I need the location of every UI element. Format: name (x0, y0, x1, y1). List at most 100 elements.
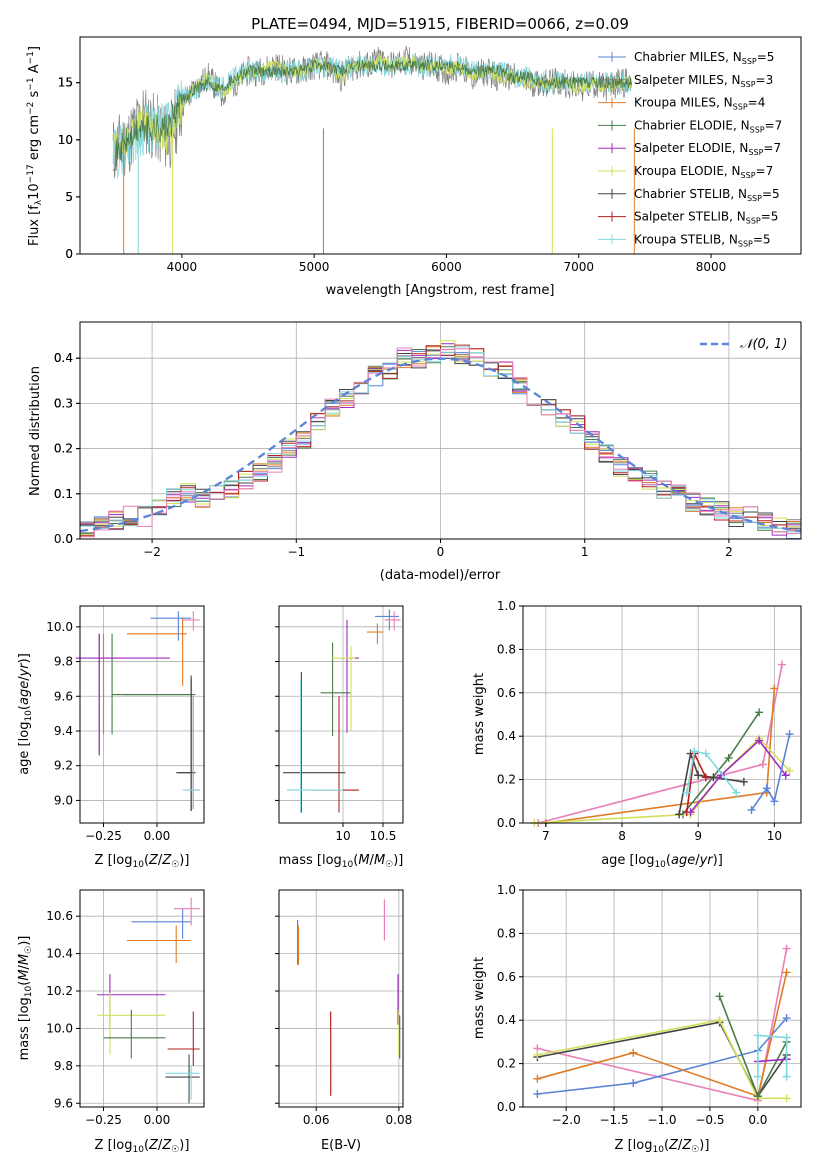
weight-z-lines (533, 944, 791, 1105)
x-tick-label: 8 (618, 829, 626, 843)
age-vs-metallicity-panel: −0.25 0.00 9.0 9.2 9.4 9.6 9.8 10.0 Z [log10(Z/… (17, 605, 205, 870)
mass-ebv-grid (279, 890, 403, 1107)
legend-label: Salpeter ELODIE, NSSP=7 (634, 141, 781, 157)
weight-marker-2-2 (755, 708, 764, 717)
y-tick-label: 10.4 (46, 947, 73, 961)
y-tick-label: 1.0 (497, 599, 516, 613)
legend-label-tail: =7 (765, 118, 783, 132)
legend-label-text: Salpeter MILES, N (634, 73, 741, 87)
y-tick-label: 5 (65, 190, 73, 204)
y-tick-label: 0.6 (497, 970, 516, 984)
legend-label-sub: SSP (750, 125, 765, 134)
weight-vs-age-panel: 7 8 9 10 0.0 0.2 0.4 0.6 0.8 1.0 age [log10(age/y… (472, 599, 802, 870)
y-tick-label: 5 (65, 190, 73, 204)
spectrum-line-1 (112, 53, 633, 179)
histogram-y-label: Normed distribution (28, 366, 43, 496)
y-tick-label: 0.0 (54, 532, 73, 546)
legend-label: Chabrier STELIB, NSSP=5 (634, 187, 780, 203)
legend-label: Salpeter MILES, NSSP=3 (634, 73, 773, 89)
weight-marker-0-1 (758, 760, 767, 769)
mass-z-x-label: Z [log10(Z/Z☉)] (95, 1138, 190, 1155)
y-tick-label: 0.4 (54, 351, 73, 365)
legend-label-text: Salpeter ELODIE, N (634, 141, 748, 155)
x-tick-label: 0 (437, 545, 445, 559)
legend-label-sub: SSP (742, 57, 757, 66)
y-tick-label: 0.8 (497, 642, 516, 656)
y-tick-label: 9.6 (54, 1096, 73, 1110)
weight-z-x-label: Z [log10(Z/Z☉)] (615, 1138, 710, 1155)
legend-label-sub: SSP (741, 80, 756, 89)
x-tick-label: 0.00 (144, 1113, 171, 1127)
x-tick-label: 0.00 (144, 829, 171, 843)
y-tick-label: 0.4 (54, 351, 73, 365)
x-tick-label: 10.5 (370, 829, 397, 843)
y-tick-label: 0.6 (497, 686, 516, 700)
weight-marker-2-1 (629, 1048, 638, 1057)
weight-line-4 (537, 1019, 787, 1100)
weight-marker-2-1 (724, 753, 733, 762)
x-tick-label: 7 (542, 829, 550, 843)
weight-marker-8-1 (690, 747, 699, 756)
x-tick-label: 0.08 (386, 1113, 413, 1127)
weight-line-5 (718, 996, 788, 1099)
weight-marker-8-0 (682, 788, 691, 797)
legend-label-tail: =5 (757, 50, 775, 64)
y-tick-label: 0 (65, 247, 73, 261)
weight-age-axes-frame (522, 605, 802, 824)
x-tick-label: 0.0 (748, 1113, 767, 1127)
weight-marker-8-3 (732, 788, 741, 797)
legend-label: Kroupa ELODIE, NSSP=7 (634, 164, 773, 180)
weight-marker-3-4 (785, 766, 794, 775)
x-tick-label: −1.0 (647, 1113, 676, 1127)
weight-marker-7-2 (782, 1033, 791, 1042)
x-tick-label: 9 (694, 829, 702, 843)
age-z-y-label: age [log10(age/yr)] (17, 653, 34, 775)
legend-label-text: Chabrier STELIB, N (634, 187, 747, 201)
spectrum-line-3 (112, 58, 633, 171)
y-tick-label: 10.2 (46, 984, 73, 998)
weight-marker-1-3 (782, 1014, 791, 1023)
y-tick-label: 15 (58, 76, 73, 90)
legend-label-tail: =5 (753, 232, 771, 246)
y-tick-label: 0.8 (497, 926, 516, 940)
weight-marker-0-2 (782, 944, 791, 953)
legend-label: Chabrier ELODIE, NSSP=7 (634, 118, 782, 134)
weight-marker-4-3 (709, 773, 718, 782)
histogram-legend: 𝒩(0, 1) (700, 337, 787, 352)
spectrum-y-ticks: 0 5 10 15 (58, 76, 80, 261)
x-tick-label: 10 (335, 829, 350, 843)
weight-marker-7-2 (770, 797, 779, 806)
normal-legend-label: 𝒩(0, 1) (740, 337, 787, 352)
age-mass-crosses (283, 609, 401, 813)
weight-age-ticks: 7 8 9 10 0.0 0.2 0.4 0.6 0.8 1.0 (497, 599, 782, 843)
x-tick-label: −2.0 (552, 1113, 581, 1127)
age-z-crosses (75, 611, 200, 811)
legend-label: Kroupa MILES, NSSP=4 (634, 96, 765, 112)
legend-label-text: Chabrier ELODIE, N (634, 118, 750, 132)
mass-ebv-crosses (297, 899, 401, 1096)
mass-ebv-x-label: E(B-V) (321, 1138, 361, 1153)
legend-label-sub: SSP (738, 239, 753, 248)
weight-marker-7-3 (782, 1072, 791, 1081)
legend-label: Kroupa STELIB, NSSP=5 (634, 232, 771, 248)
histogram-y-ticks: 0.0 0.1 0.2 0.3 0.4 (54, 351, 80, 546)
weight-marker-7-0 (747, 805, 756, 814)
y-tick-label: 10.0 (46, 620, 73, 634)
y-tick-label: 10 (58, 133, 73, 147)
age-mass-x-label: mass [log10(M/M☉)] (279, 853, 404, 870)
weight-marker-1-2 (770, 684, 779, 693)
histogram-x-ticks: −2 −1 0 1 2 0 0.1 0.2 0.3 0.4 (54, 351, 733, 559)
spectrum-axes-frame (79, 36, 802, 255)
figure-title: PLATE=0494, MJD=51915, FIBERID=0066, z=0… (251, 15, 629, 33)
legend-label-sub: SSP (741, 171, 756, 180)
x-tick-label: 1 (581, 545, 589, 559)
mass-ebv-ticks: 0.06 0.08 (275, 915, 413, 1127)
y-tick-label: 0.1 (54, 487, 73, 501)
legend-label-text: Chabrier MILES, N (634, 50, 742, 64)
weight-marker-6-3 (781, 771, 790, 780)
weight-age-x-label: age [log10(age/yr)] (601, 853, 723, 870)
mass-vs-ebv-panel: 0.06 0.08 E(B-V) (275, 889, 413, 1153)
y-tick-label: 0.0 (497, 816, 516, 830)
x-tick-label: 8000 (696, 260, 727, 274)
